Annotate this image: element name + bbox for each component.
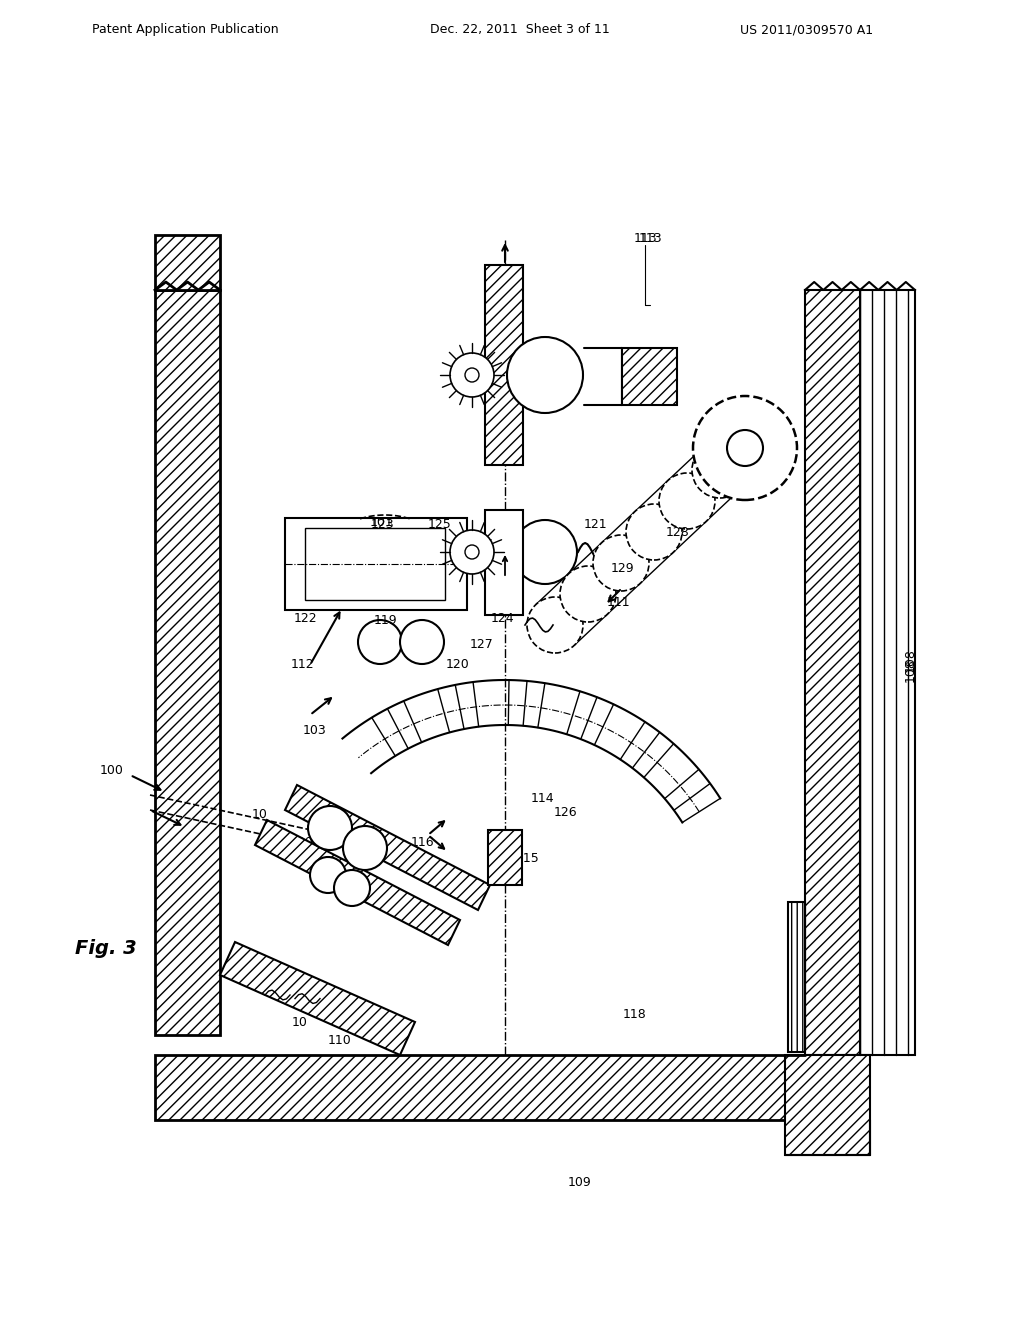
- Circle shape: [693, 396, 797, 500]
- Text: 112: 112: [290, 659, 313, 672]
- Polygon shape: [255, 820, 460, 945]
- Text: 114: 114: [530, 792, 554, 804]
- Text: 111: 111: [606, 595, 630, 609]
- Text: 103: 103: [303, 723, 327, 737]
- Circle shape: [527, 597, 583, 653]
- Circle shape: [310, 857, 346, 894]
- Bar: [485, 510, 523, 615]
- Text: 120: 120: [446, 659, 470, 672]
- Bar: [622, 348, 677, 405]
- Bar: [155, 235, 220, 290]
- Text: 124: 124: [490, 611, 514, 624]
- Circle shape: [358, 620, 402, 664]
- Text: Patent Application Publication: Patent Application Publication: [92, 24, 279, 37]
- Circle shape: [593, 535, 649, 591]
- Polygon shape: [220, 942, 415, 1055]
- Text: 122: 122: [293, 611, 316, 624]
- Text: 116: 116: [411, 836, 434, 849]
- Text: 123: 123: [371, 519, 394, 532]
- Bar: [860, 290, 915, 1055]
- Text: 129: 129: [610, 561, 634, 574]
- Circle shape: [465, 545, 479, 558]
- Text: US 2011/0309570 A1: US 2011/0309570 A1: [740, 24, 873, 37]
- Text: 10: 10: [252, 808, 268, 821]
- Circle shape: [659, 473, 715, 529]
- Text: 125: 125: [428, 519, 452, 532]
- Bar: [155, 290, 220, 1035]
- Bar: [285, 517, 467, 610]
- Circle shape: [334, 870, 370, 906]
- Text: 115: 115: [516, 851, 540, 865]
- Text: 119: 119: [373, 614, 397, 627]
- Circle shape: [465, 368, 479, 381]
- Bar: [785, 1055, 870, 1155]
- Text: Fig. 3: Fig. 3: [75, 939, 137, 957]
- Bar: [805, 290, 860, 1055]
- Text: Dec. 22, 2011  Sheet 3 of 11: Dec. 22, 2011 Sheet 3 of 11: [430, 24, 609, 37]
- Circle shape: [692, 442, 748, 498]
- Circle shape: [308, 807, 352, 850]
- Text: 101: 101: [370, 516, 394, 528]
- Text: 130: 130: [290, 836, 314, 849]
- Text: 127: 127: [470, 639, 494, 652]
- Text: 113: 113: [633, 231, 656, 244]
- Text: 113: 113: [638, 231, 662, 244]
- Circle shape: [560, 566, 616, 622]
- Text: 110: 110: [328, 1034, 352, 1047]
- Text: 121: 121: [584, 519, 607, 532]
- Bar: [485, 265, 523, 465]
- Bar: [305, 528, 445, 601]
- Bar: [788, 902, 805, 1052]
- Circle shape: [400, 620, 444, 664]
- Text: 118: 118: [624, 1008, 647, 1022]
- Text: 117: 117: [470, 539, 494, 552]
- Text: 128: 128: [667, 525, 690, 539]
- Text: 108: 108: [903, 648, 916, 672]
- Circle shape: [343, 826, 387, 870]
- Circle shape: [450, 531, 494, 574]
- Circle shape: [507, 337, 583, 413]
- Polygon shape: [285, 785, 490, 909]
- Circle shape: [626, 504, 682, 560]
- Text: 100: 100: [100, 763, 124, 776]
- Text: 126: 126: [553, 805, 577, 818]
- Bar: [488, 830, 522, 884]
- Text: 10: 10: [292, 1015, 308, 1028]
- Circle shape: [513, 520, 577, 583]
- Text: 108: 108: [903, 659, 916, 682]
- Circle shape: [450, 352, 494, 397]
- Text: 109: 109: [568, 1176, 592, 1188]
- Circle shape: [727, 430, 763, 466]
- Bar: [155, 1055, 835, 1119]
